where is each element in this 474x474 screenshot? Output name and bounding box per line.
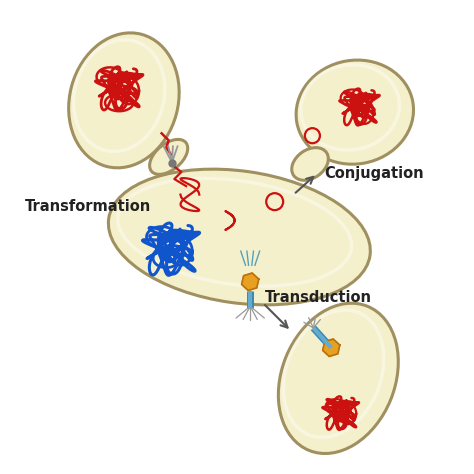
Ellipse shape <box>109 169 370 305</box>
Ellipse shape <box>296 60 413 164</box>
Ellipse shape <box>292 147 328 180</box>
Text: Transformation: Transformation <box>25 199 151 214</box>
Ellipse shape <box>150 139 188 174</box>
Ellipse shape <box>296 152 324 176</box>
Ellipse shape <box>69 33 179 168</box>
Polygon shape <box>323 339 340 356</box>
Polygon shape <box>242 273 259 291</box>
Ellipse shape <box>154 144 183 170</box>
Text: Conjugation: Conjugation <box>324 166 424 181</box>
Text: Transduction: Transduction <box>265 290 372 305</box>
Ellipse shape <box>278 303 398 454</box>
